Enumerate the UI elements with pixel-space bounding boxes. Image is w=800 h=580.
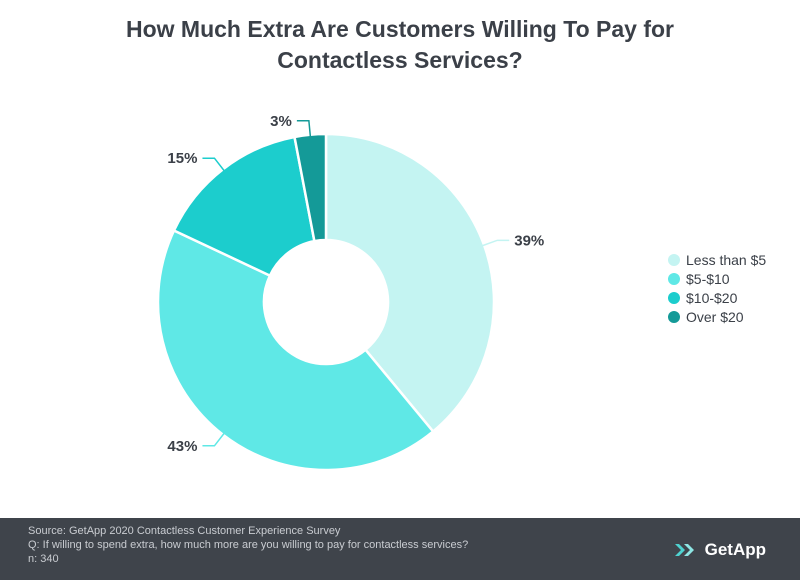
legend-label-less-than-5: Less than $5 [686, 251, 767, 268]
survey-question: Q: If willing to spend extra, how much m… [28, 539, 469, 551]
legend-swatch-5-10 [668, 272, 680, 285]
chart-legend: Less than $5 $5-$10 $10-$20 Over $20 [668, 250, 766, 326]
data-label-5-10: 43% [167, 438, 197, 455]
legend-swatch-over-20 [668, 310, 680, 323]
legend-label-over-20: Over $20 [686, 308, 744, 325]
legend-label-10-20: $10-$20 [686, 289, 738, 306]
getapp-chevrons-icon [674, 544, 694, 556]
donut-slice-10-20 [172, 135, 316, 278]
donut-slice-5-10 [156, 228, 435, 472]
leader-lines [202, 120, 510, 447]
data-label-over-20: 3% [270, 113, 292, 130]
source-note: Source: GetApp 2020 Contactless Customer… [28, 525, 341, 537]
legend-swatch-10-20 [668, 291, 680, 304]
leader-line-less-than-5 [480, 239, 510, 247]
legend-swatch-less-than-5 [668, 253, 680, 266]
footer-notes: Source: GetApp 2020 Contactless Customer… [28, 524, 468, 566]
donut-slice-less-than-5 [324, 132, 496, 434]
getapp-logo: GetApp [674, 540, 766, 560]
getapp-brand-text: GetApp [704, 540, 766, 559]
data-label-less-than-5: 39% [514, 232, 544, 249]
leader-line-10-20 [202, 157, 226, 173]
legend-item-over-20: Over $20 [668, 307, 766, 326]
donut-chart: 39% 43% 15% 3% [156, 113, 544, 472]
leader-line-5-10 [202, 431, 226, 447]
legend-label-5-10: $5-$10 [686, 270, 730, 287]
chart-title: How Much Extra Are Customers Willing To … [125, 16, 675, 73]
data-labels: 39% 43% 15% 3% [167, 113, 544, 455]
legend-item-10-20: $10-$20 [668, 288, 766, 307]
legend-item-less-than-5: Less than $5 [668, 250, 766, 269]
donut-slice-over-20 [293, 132, 328, 243]
leader-line-over-20 [296, 120, 312, 138]
data-label-10-20: 15% [167, 150, 197, 167]
sample-size: n: 340 [28, 553, 59, 565]
legend-item-5-10: $5-$10 [668, 269, 766, 288]
donut-slices [156, 132, 496, 472]
footer-bar: Source: GetApp 2020 Contactless Customer… [0, 518, 800, 580]
